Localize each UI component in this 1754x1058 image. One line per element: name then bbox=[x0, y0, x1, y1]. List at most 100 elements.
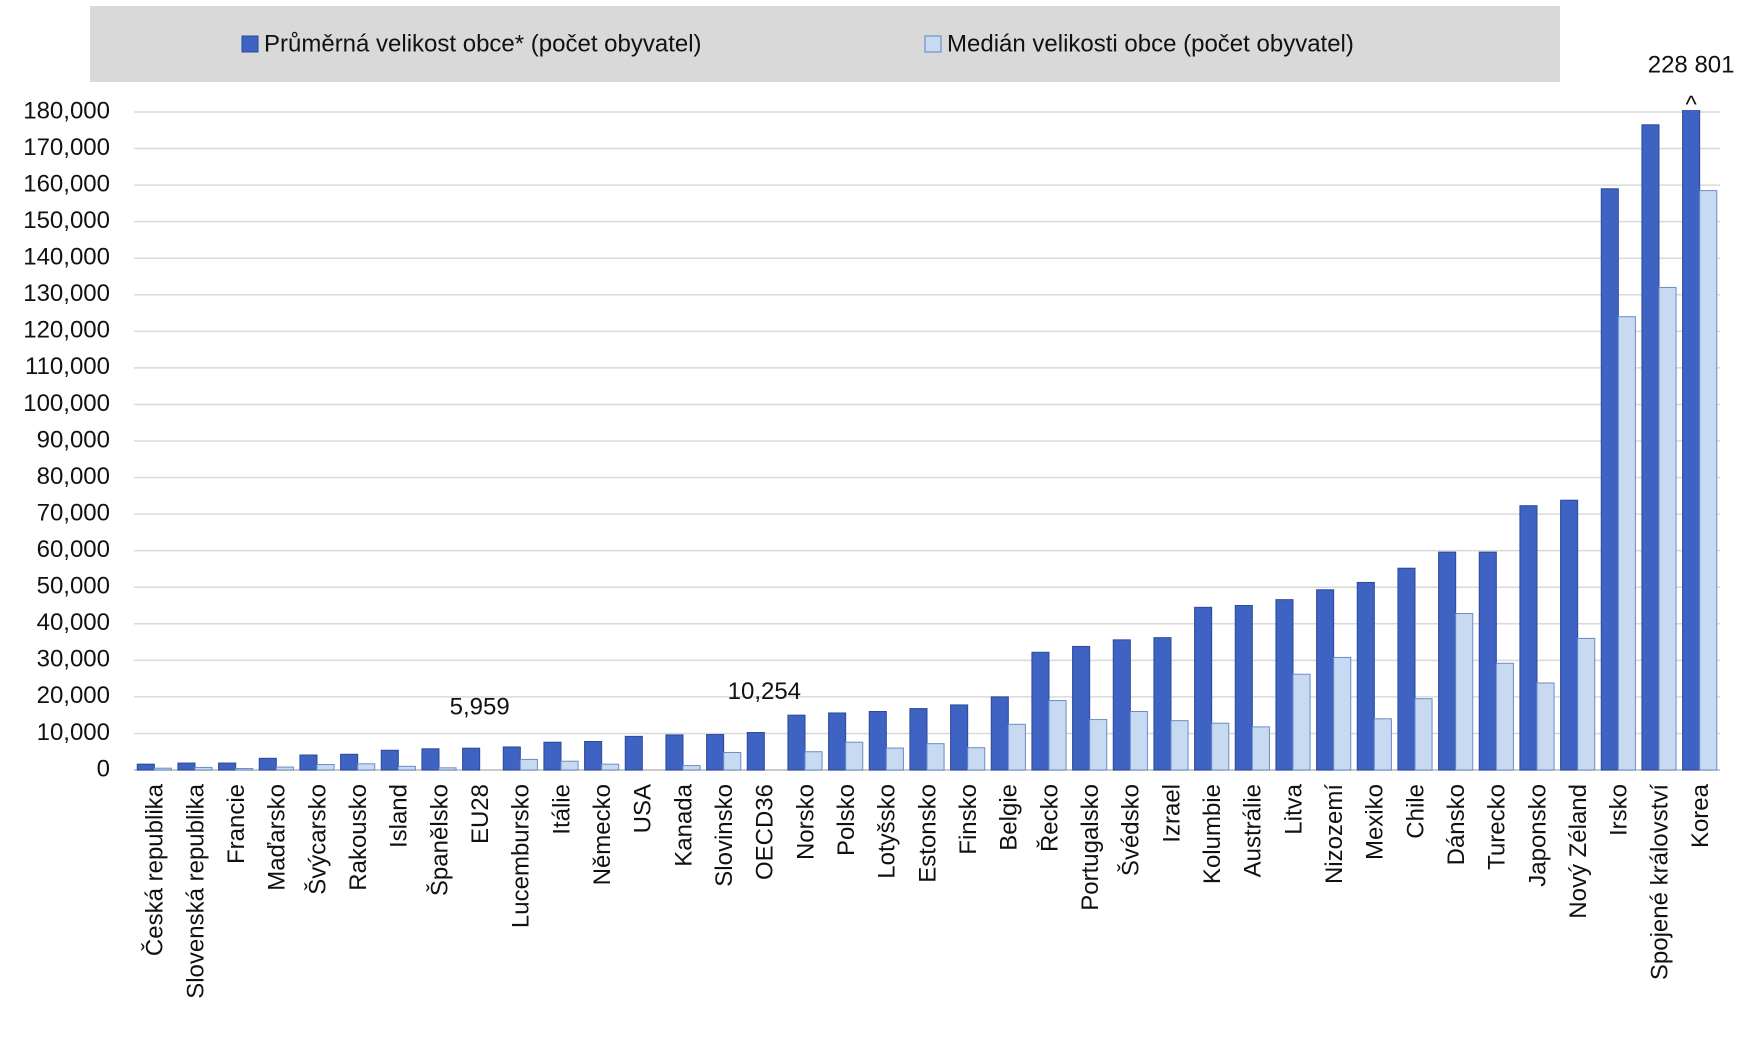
bar bbox=[1699, 190, 1718, 771]
y-tick-label: 70,000 bbox=[37, 499, 110, 526]
bar bbox=[682, 765, 701, 771]
y-tick-label: 130,000 bbox=[23, 280, 110, 307]
bar bbox=[1641, 124, 1660, 771]
x-tick-label: Spojené království bbox=[1646, 784, 1673, 980]
x-tick-label: Rakousko bbox=[345, 784, 372, 891]
y-tick-label: 20,000 bbox=[37, 682, 110, 709]
y-tick-label: 100,000 bbox=[23, 390, 110, 417]
bar bbox=[804, 751, 823, 771]
bar bbox=[1316, 589, 1335, 771]
x-tick-label: Řecko bbox=[1036, 784, 1063, 852]
bars bbox=[136, 110, 1718, 771]
value-label: 228 801 bbox=[1648, 51, 1735, 78]
x-tick-label: Norsko bbox=[792, 784, 819, 860]
bar bbox=[340, 753, 359, 771]
y-tick-label: 110,000 bbox=[25, 353, 110, 380]
x-tick-label: Lotyšsko bbox=[874, 784, 901, 879]
bar bbox=[624, 735, 643, 771]
x-tick-label: Maďarsko bbox=[264, 784, 291, 891]
y-tick-label: 40,000 bbox=[37, 609, 110, 636]
bar bbox=[1234, 605, 1253, 771]
bar bbox=[1438, 551, 1457, 771]
bar bbox=[218, 762, 237, 771]
value-label: 5,959 bbox=[450, 694, 510, 721]
bar bbox=[316, 764, 335, 771]
y-tick-label: 90,000 bbox=[37, 426, 110, 453]
bar bbox=[665, 734, 684, 771]
legend-box bbox=[90, 6, 1560, 82]
y-tick-label: 170,000 bbox=[23, 134, 110, 161]
bar bbox=[1658, 286, 1677, 771]
y-tick-label: 30,000 bbox=[37, 646, 110, 673]
bar bbox=[357, 763, 376, 771]
x-tick-label: Kolumbie bbox=[1199, 784, 1226, 884]
bar bbox=[235, 768, 254, 771]
bar bbox=[380, 749, 399, 771]
y-tick-label: 50,000 bbox=[37, 573, 110, 600]
x-tick-label: Korea bbox=[1687, 783, 1714, 848]
x-tick-label: Polsko bbox=[833, 784, 860, 856]
bar bbox=[1519, 505, 1538, 771]
value-label: 10,254 bbox=[728, 678, 801, 705]
bar bbox=[1397, 567, 1416, 771]
x-tick-label: EU28 bbox=[467, 784, 494, 844]
bar bbox=[1600, 188, 1619, 771]
x-tick-label: Austrálie bbox=[1240, 784, 1267, 877]
y-tick-label: 10,000 bbox=[37, 719, 110, 746]
bar bbox=[397, 765, 416, 771]
y-tick-label: 160,000 bbox=[23, 170, 110, 197]
y-tick-label: 180,000 bbox=[23, 97, 110, 124]
y-tick-label: 0 bbox=[97, 755, 110, 782]
bar bbox=[1129, 711, 1148, 771]
y-tick-label: 60,000 bbox=[37, 536, 110, 563]
bar bbox=[136, 763, 155, 771]
bar bbox=[1536, 682, 1555, 771]
break-marker: ^ bbox=[1685, 91, 1697, 118]
bar bbox=[421, 748, 440, 771]
bar bbox=[1112, 639, 1131, 771]
x-tick-label: Slovenská republika bbox=[182, 783, 209, 998]
bar bbox=[194, 766, 213, 771]
x-tick-label: Lucembursko bbox=[508, 784, 535, 928]
x-tick-label: Itálie bbox=[548, 784, 575, 835]
x-tick-label: Německo bbox=[589, 784, 616, 885]
x-tick-label: Španělsko bbox=[425, 784, 453, 896]
x-tick-label: Island bbox=[386, 784, 413, 848]
bar bbox=[1333, 656, 1352, 771]
legend-label: Medián velikosti obce (počet obyvatel) bbox=[947, 30, 1354, 57]
y-tick-label: 150,000 bbox=[23, 207, 110, 234]
bar bbox=[153, 767, 172, 771]
x-tick-label: Slovinsko bbox=[711, 784, 738, 887]
bar bbox=[1275, 599, 1294, 771]
bar bbox=[502, 746, 521, 771]
bar bbox=[1194, 606, 1213, 771]
y-tick-label: 140,000 bbox=[23, 244, 110, 271]
bar bbox=[706, 734, 725, 771]
y-tick-label: 80,000 bbox=[37, 463, 110, 490]
bar bbox=[909, 708, 928, 771]
bar bbox=[787, 714, 806, 771]
bar bbox=[275, 766, 294, 771]
bar bbox=[438, 767, 457, 771]
legend-swatch bbox=[241, 35, 259, 53]
bar bbox=[967, 747, 986, 771]
x-tick-label: Česká republika bbox=[141, 783, 169, 956]
bar bbox=[1414, 698, 1433, 771]
bar bbox=[1292, 673, 1311, 771]
x-tick-label: OECD36 bbox=[752, 784, 779, 880]
x-tick-label: Portugalsko bbox=[1077, 784, 1104, 911]
bar bbox=[1495, 662, 1514, 771]
x-tick-label: Irsko bbox=[1606, 784, 1633, 836]
bar bbox=[1072, 645, 1091, 771]
bar bbox=[1478, 551, 1497, 771]
bar bbox=[299, 754, 318, 771]
y-tick-label: 120,000 bbox=[23, 317, 110, 344]
bar bbox=[1560, 499, 1579, 771]
bar bbox=[950, 704, 969, 771]
bar bbox=[1251, 726, 1270, 771]
bar bbox=[1373, 718, 1392, 771]
bar bbox=[560, 760, 579, 771]
x-tick-label: Švédsko bbox=[1117, 784, 1145, 876]
bar bbox=[462, 747, 481, 771]
